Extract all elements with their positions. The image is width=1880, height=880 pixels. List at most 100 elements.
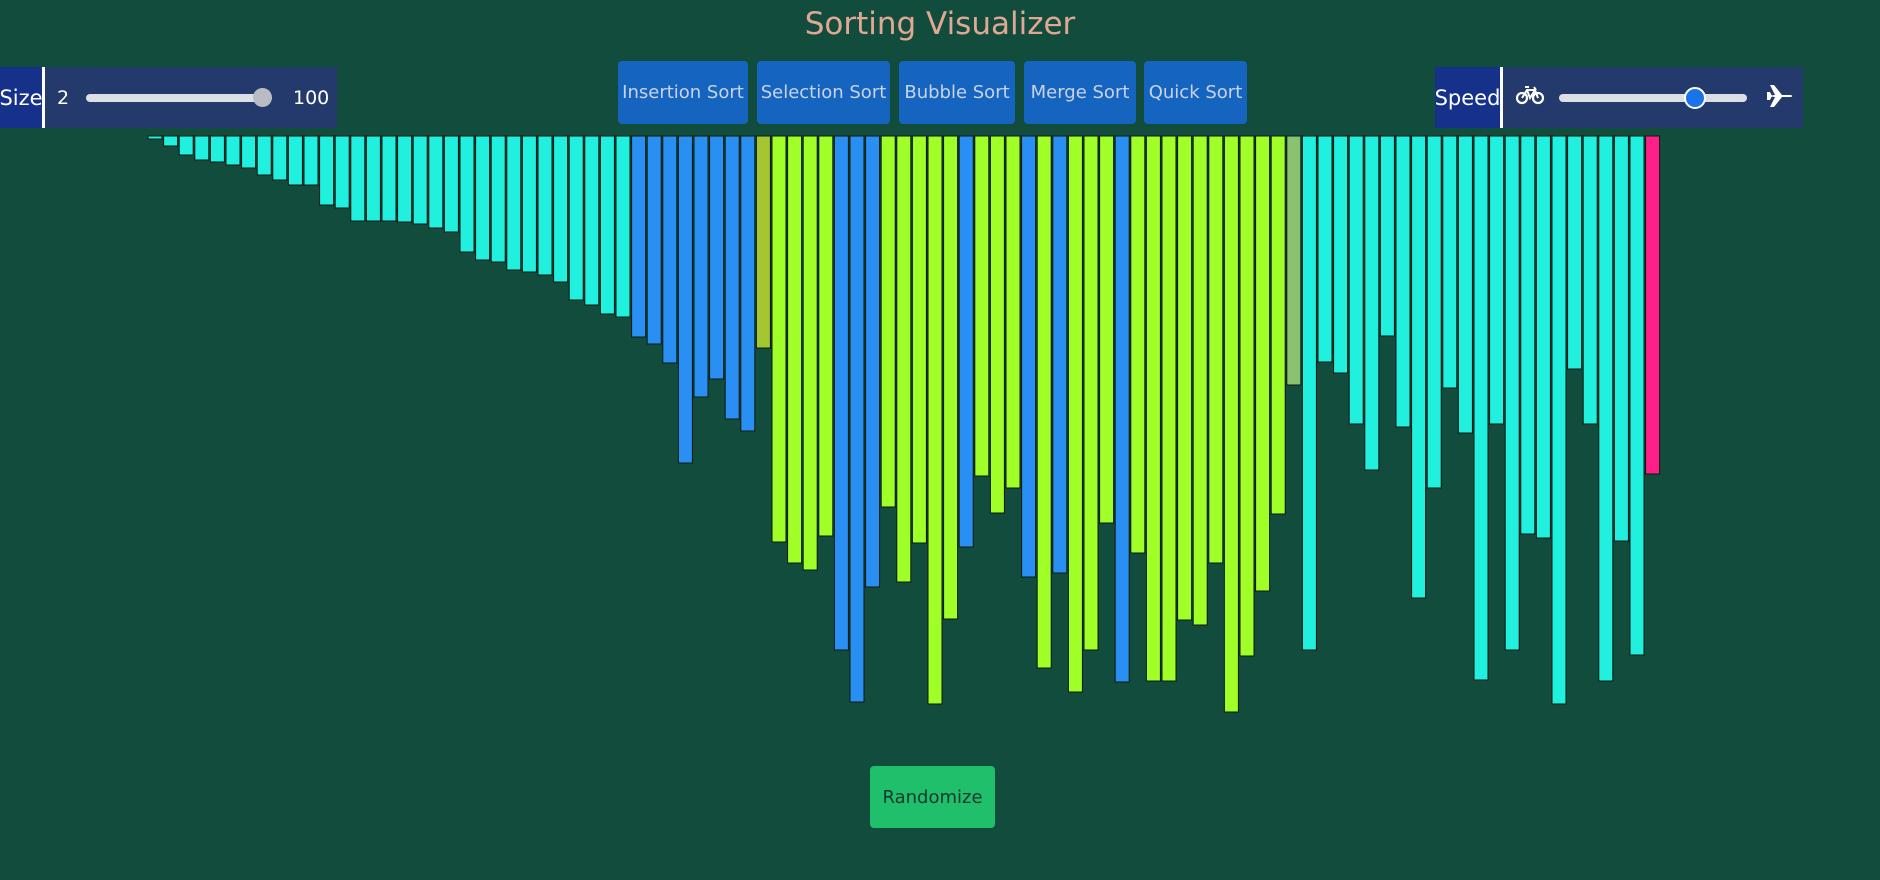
bar: [1582, 135, 1598, 425]
page-title: Sorting Visualizer: [804, 6, 1076, 42]
size-slider-track[interactable]: [86, 94, 272, 102]
bar: [1270, 135, 1286, 515]
bar: [1223, 135, 1239, 713]
bar: [1645, 135, 1661, 475]
bar: [584, 135, 600, 306]
bar: [1629, 135, 1645, 656]
bar: [1411, 135, 1427, 599]
bar: [1489, 135, 1505, 425]
randomize-button[interactable]: Randomize: [870, 766, 995, 828]
bar: [397, 135, 413, 223]
size-slider-thumb[interactable]: [253, 88, 272, 107]
bar: [1099, 135, 1115, 524]
bar: [896, 135, 912, 583]
bar: [1208, 135, 1224, 564]
speed-slider-track[interactable]: [1559, 94, 1747, 102]
bar: [553, 135, 569, 283]
bar: [989, 135, 1005, 514]
bar: [833, 135, 849, 651]
bar: [1504, 135, 1520, 651]
bar: [1567, 135, 1583, 370]
bar: [475, 135, 491, 261]
bar: [1239, 135, 1255, 657]
bar: [818, 135, 834, 537]
bar: [1083, 135, 1099, 651]
bar: [1177, 135, 1193, 621]
insertion-sort-button[interactable]: Insertion Sort: [618, 61, 748, 124]
bar: [1255, 135, 1271, 592]
bar: [365, 135, 381, 222]
bar: [693, 135, 709, 398]
bar: [490, 135, 506, 263]
bar: [459, 135, 475, 253]
bar: [209, 135, 225, 163]
size-label: Size: [0, 67, 45, 128]
bar: [1021, 135, 1037, 578]
speed-label: Speed: [1435, 67, 1503, 128]
bar: [755, 135, 771, 349]
bar: [943, 135, 959, 620]
bar: [1551, 135, 1567, 705]
bar: [662, 135, 678, 364]
bar: [631, 135, 647, 338]
bubble-sort-button[interactable]: Bubble Sort: [899, 61, 1015, 124]
bar: [1457, 135, 1473, 434]
bar: [1036, 135, 1052, 669]
bar: [724, 135, 740, 420]
merge-sort-button[interactable]: Merge Sort: [1024, 61, 1136, 124]
bar: [428, 135, 444, 229]
speed-panel: Speed: [1435, 67, 1803, 128]
bar: [256, 135, 272, 176]
bar: [194, 135, 210, 161]
bar: [1426, 135, 1442, 489]
selection-sort-button[interactable]: Selection Sort: [757, 61, 890, 124]
quick-sort-button[interactable]: Quick Sort: [1144, 61, 1247, 124]
bar: [1379, 135, 1395, 337]
bar: [646, 135, 662, 345]
bar: [1442, 135, 1458, 389]
size-min-label: 2: [57, 86, 70, 109]
bar: [568, 135, 584, 301]
bar: [537, 135, 553, 276]
bar: [1613, 135, 1629, 542]
bar: [1333, 135, 1349, 374]
bar: [319, 135, 335, 206]
bar: [1395, 135, 1411, 428]
bar: [350, 135, 366, 222]
bar: [709, 135, 725, 380]
bar: [740, 135, 756, 432]
bar: [1145, 135, 1161, 682]
bar: [911, 135, 927, 544]
size-slider[interactable]: [86, 67, 276, 128]
bar: [147, 135, 163, 140]
bar: [163, 135, 179, 147]
bar: [599, 135, 615, 315]
bar: [787, 135, 803, 564]
bar: [412, 135, 428, 225]
bar: [381, 135, 397, 222]
bar: [615, 135, 631, 318]
airplane-icon: [1765, 83, 1795, 113]
bar: [958, 135, 974, 548]
size-max-label: 100: [293, 86, 330, 109]
speed-slider[interactable]: [1559, 67, 1751, 128]
bar: [443, 135, 459, 233]
bar: [849, 135, 865, 703]
bar: [1364, 135, 1380, 471]
bar: [1130, 135, 1146, 554]
bar: [521, 135, 537, 273]
bar: [927, 135, 943, 705]
bar: [1161, 135, 1177, 682]
bar: [1598, 135, 1614, 682]
bar: [865, 135, 881, 588]
bar: [802, 135, 818, 571]
bar: [287, 135, 303, 186]
bar: [178, 135, 194, 156]
bar: [1067, 135, 1083, 693]
bar: [334, 135, 350, 209]
speed-slider-thumb[interactable]: [1683, 87, 1706, 109]
bar: [1301, 135, 1317, 651]
bar: [1473, 135, 1489, 681]
bicycle-icon: [1515, 83, 1545, 111]
bar: [1317, 135, 1333, 363]
